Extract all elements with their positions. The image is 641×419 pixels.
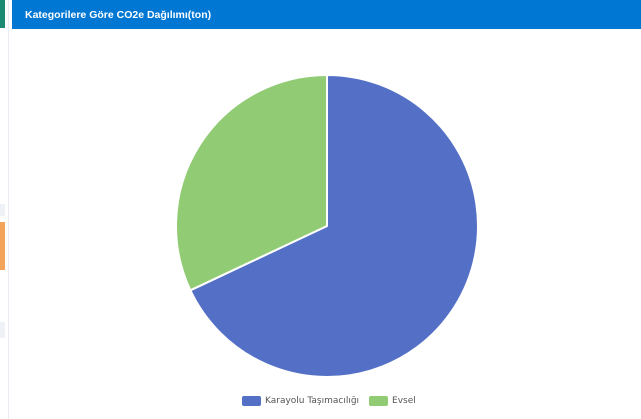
legend-swatch-evsel: [369, 396, 389, 406]
pie-chart: [175, 74, 479, 378]
pie-slice-karayolu[interactable]: [189, 74, 479, 378]
legend-item-evsel[interactable]: Evsel: [369, 396, 416, 406]
legend-label-karayolu: Karayolu Taşımacılığı: [265, 396, 360, 406]
pie-slice-evsel[interactable]: [175, 74, 328, 292]
legend-label-evsel: Evsel: [392, 396, 416, 406]
chart-card: Kategorilere Göre CO2e Dağılımı(ton) Kar…: [12, 0, 641, 419]
left-panel-gray-strip-2: [0, 322, 5, 338]
pie-slices: [175, 74, 479, 378]
chart-card-header: Kategorilere Göre CO2e Dağılımı(ton): [12, 0, 641, 29]
legend-item-karayolu[interactable]: Karayolu Taşımacılığı: [242, 396, 359, 406]
left-panel-orange-strip: [0, 222, 5, 270]
chart-legend: Karayolu Taşımacılığı Evsel: [242, 396, 426, 406]
left-panel-teal-strip: [0, 0, 5, 28]
left-panel-gray-strip: [0, 204, 5, 216]
chart-title: Kategorilere Göre CO2e Dağılımı(ton): [25, 8, 212, 21]
legend-swatch-karayolu: [242, 396, 261, 406]
